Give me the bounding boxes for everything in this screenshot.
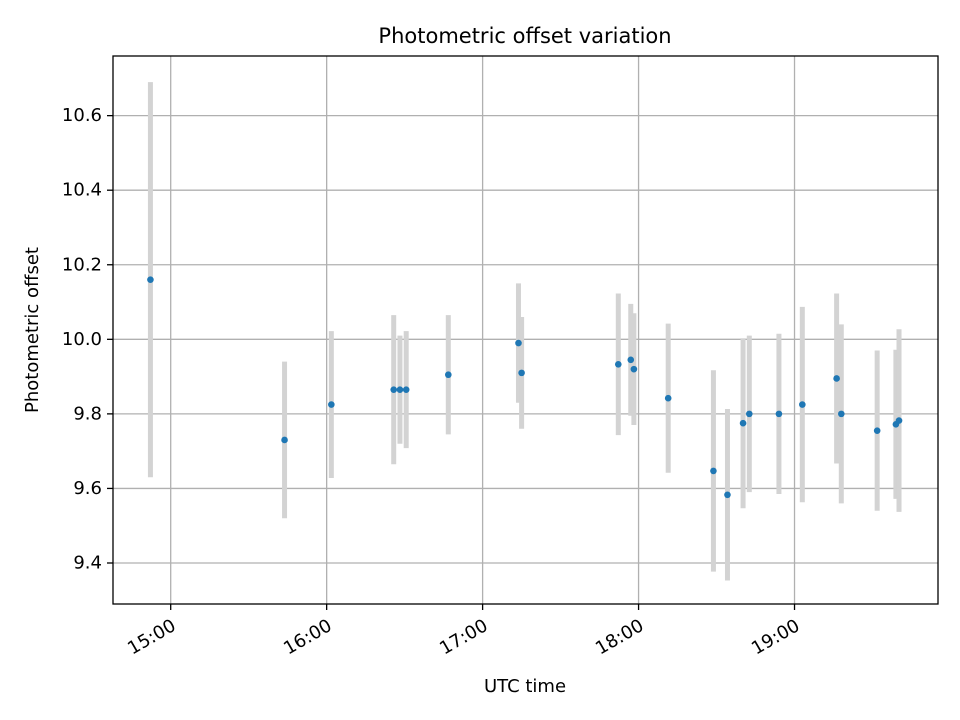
data-point: [799, 401, 806, 408]
y-tick-label: 10.4: [62, 180, 102, 201]
data-point: [328, 401, 335, 408]
y-axis-label: Photometric offset: [22, 247, 43, 413]
y-tick-label: 10.0: [62, 329, 102, 350]
chart-title: Photometric offset variation: [378, 24, 671, 48]
data-point: [838, 410, 845, 418]
data-point: [147, 276, 154, 283]
data-point: [739, 419, 747, 427]
data-point: [396, 386, 404, 393]
data-point: [873, 427, 881, 434]
data-point: [895, 417, 903, 424]
data-point: [710, 467, 717, 475]
data-point: [518, 369, 525, 377]
y-tick-label: 9.4: [73, 552, 102, 573]
grid: [113, 56, 938, 604]
data-points: [147, 276, 903, 499]
data-point: [515, 339, 522, 347]
data-point: [745, 410, 753, 418]
data-point: [614, 360, 622, 368]
y-tick-label: 10.6: [62, 105, 102, 126]
plot-frame: [112, 55, 939, 605]
data-point: [281, 436, 288, 444]
data-point: [390, 386, 398, 393]
data-point: [775, 410, 783, 418]
data-point: [445, 371, 452, 379]
y-tick-label: 9.6: [73, 478, 102, 499]
data-point: [402, 386, 410, 393]
y-tick-label: 10.2: [62, 254, 102, 275]
data-point: [664, 394, 672, 402]
y-tick-label: 9.8: [73, 403, 102, 424]
data-point: [627, 356, 635, 364]
data-point: [630, 365, 638, 373]
data-point: [724, 491, 731, 499]
data-point: [833, 375, 840, 382]
x-axis-label: UTC time: [484, 676, 566, 697]
